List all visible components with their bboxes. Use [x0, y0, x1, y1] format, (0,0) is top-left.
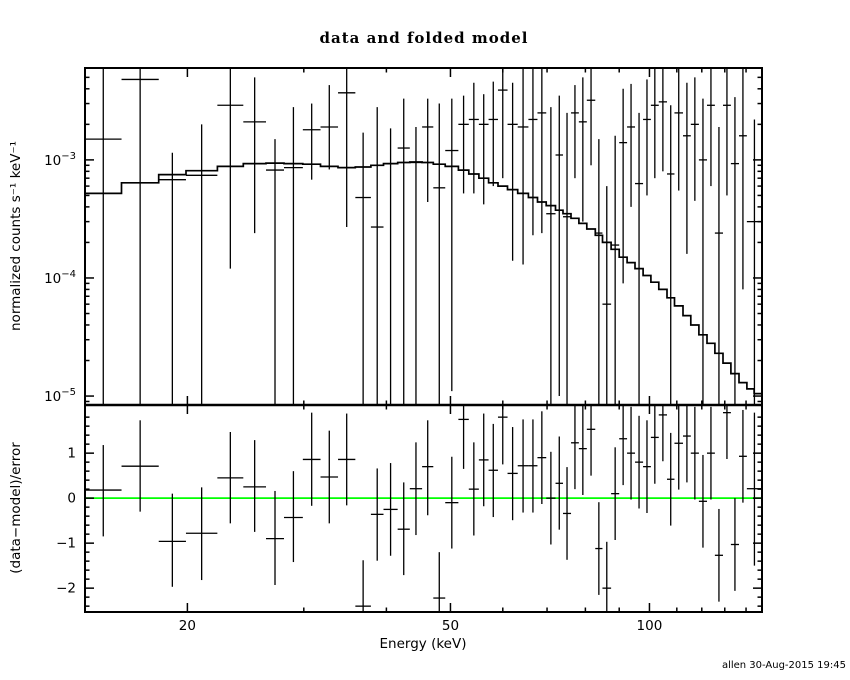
y-axis-label-bottom: (data−model)/error — [8, 442, 24, 574]
y-tick-label: 0 — [67, 491, 76, 507]
bottom-panel-frame — [84, 404, 763, 613]
model-step-line — [85, 161, 763, 397]
y-tick-label: 10−4 — [44, 269, 76, 287]
plot-area: 20 50 100 10−3 10−4 10−5 1 0 −1 −2 — [44, 67, 763, 634]
x-tick-label: 20 — [179, 618, 196, 634]
top-panel-frame — [84, 67, 763, 406]
x-axis-label: Energy (keV) — [380, 636, 467, 652]
y-tick-label: 1 — [67, 446, 76, 462]
y-tick-label: −1 — [56, 536, 76, 552]
chart-title: data and folded model — [320, 29, 529, 47]
y-axis-label-top: normalized counts s⁻¹ keV⁻¹ — [8, 141, 24, 331]
y-tick-label: −2 — [56, 581, 76, 597]
credit-stamp: allen 30-Aug-2015 19:45 — [722, 660, 846, 671]
y-tick-label: 10−3 — [44, 151, 76, 169]
x-tick-label: 50 — [442, 618, 459, 634]
x-tick-label: 100 — [637, 618, 663, 634]
y-tick-label: 10−5 — [44, 387, 76, 405]
